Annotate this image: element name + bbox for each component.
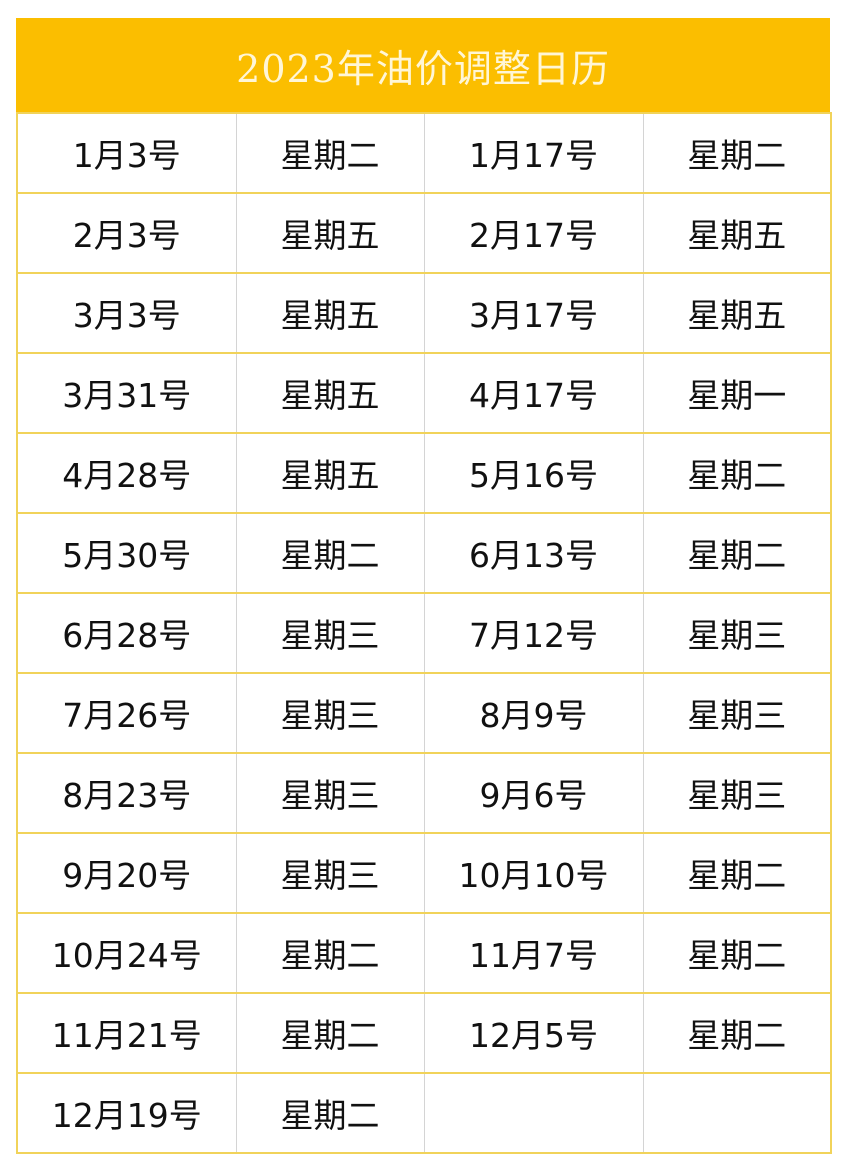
date-cell: 9月20号 (16, 832, 237, 914)
calendar-table: 1月3号 星期二 1月17号 星期二 2月3号 星期五 2月17号 星期五 3月3号 星期五 3月1… (16, 112, 832, 1154)
date-cell: 8月9号 (423, 672, 644, 754)
weekday-cell: 星期二 (235, 1072, 425, 1154)
weekday-cell: 星期二 (235, 992, 425, 1074)
table-row: 4月28号 星期五 5月16号 星期二 (16, 432, 832, 514)
weekday-cell: 星期五 (235, 432, 425, 514)
weekday-cell: 星期一 (642, 352, 832, 434)
table-row: 3月31号 星期五 4月17号 星期一 (16, 352, 832, 434)
date-cell: 4月28号 (16, 432, 237, 514)
table-row: 1月3号 星期二 1月17号 星期二 (16, 112, 832, 194)
table-row: 12月19号 星期二 (16, 1072, 832, 1154)
date-cell: 8月23号 (16, 752, 237, 834)
table-row: 3月3号 星期五 3月17号 星期五 (16, 272, 832, 354)
date-cell: 3月3号 (16, 272, 237, 354)
weekday-cell: 星期三 (235, 592, 425, 674)
date-cell: 7月26号 (16, 672, 237, 754)
date-cell: 2月3号 (16, 192, 237, 274)
date-cell: 6月28号 (16, 592, 237, 674)
date-cell: 9月6号 (423, 752, 644, 834)
date-cell: 1月3号 (16, 112, 237, 194)
date-cell: 5月30号 (16, 512, 237, 594)
table-row: 8月23号 星期三 9月6号 星期三 (16, 752, 832, 834)
date-cell: 5月16号 (423, 432, 644, 514)
weekday-cell: 星期二 (642, 112, 832, 194)
table-row: 2月3号 星期五 2月17号 星期五 (16, 192, 832, 274)
date-cell: 7月12号 (423, 592, 644, 674)
weekday-cell: 星期二 (642, 832, 832, 914)
weekday-cell: 星期三 (235, 672, 425, 754)
weekday-cell: 星期三 (235, 752, 425, 834)
weekday-cell: 星期三 (642, 592, 832, 674)
weekday-cell: 星期五 (235, 352, 425, 434)
weekday-cell: 星期二 (642, 432, 832, 514)
table-row: 7月26号 星期三 8月9号 星期三 (16, 672, 832, 754)
weekday-cell: 星期三 (642, 752, 832, 834)
weekday-cell: 星期二 (642, 992, 832, 1074)
date-cell: 12月19号 (16, 1072, 237, 1154)
weekday-cell: 星期五 (235, 272, 425, 354)
date-cell: 11月7号 (423, 912, 644, 994)
table-row: 5月30号 星期二 6月13号 星期二 (16, 512, 832, 594)
table-row: 9月20号 星期三 10月10号 星期二 (16, 832, 832, 914)
weekday-cell: 星期二 (642, 512, 832, 594)
table-row: 10月24号 星期二 11月7号 星期二 (16, 912, 832, 994)
date-cell: 10月10号 (423, 832, 644, 914)
weekday-cell: 星期五 (642, 192, 832, 274)
weekday-cell: 星期二 (235, 912, 425, 994)
date-cell: 4月17号 (423, 352, 644, 434)
date-cell: 2月17号 (423, 192, 644, 274)
weekday-cell: 星期二 (235, 112, 425, 194)
date-cell: 3月31号 (16, 352, 237, 434)
date-cell: 10月24号 (16, 912, 237, 994)
table-row: 6月28号 星期三 7月12号 星期三 (16, 592, 832, 674)
oil-price-calendar: 2023年油价调整日历 1月3号 星期二 1月17号 星期二 2月3号 星期五 2月17号星… (16, 18, 832, 1154)
weekday-cell: 星期五 (235, 192, 425, 274)
calendar-title: 2023年油价调整日历 (16, 18, 830, 112)
date-cell: 1月17号 (423, 112, 644, 194)
date-cell (423, 1072, 644, 1154)
date-cell: 12月5号 (423, 992, 644, 1074)
weekday-cell: 星期二 (235, 512, 425, 594)
weekday-cell: 星期三 (642, 672, 832, 754)
weekday-cell: 星期二 (642, 912, 832, 994)
date-cell: 11月21号 (16, 992, 237, 1074)
date-cell: 3月17号 (423, 272, 644, 354)
weekday-cell (642, 1072, 832, 1154)
table-row: 11月21号 星期二 12月5号 星期二 (16, 992, 832, 1074)
date-cell: 6月13号 (423, 512, 644, 594)
weekday-cell: 星期三 (235, 832, 425, 914)
weekday-cell: 星期五 (642, 272, 832, 354)
